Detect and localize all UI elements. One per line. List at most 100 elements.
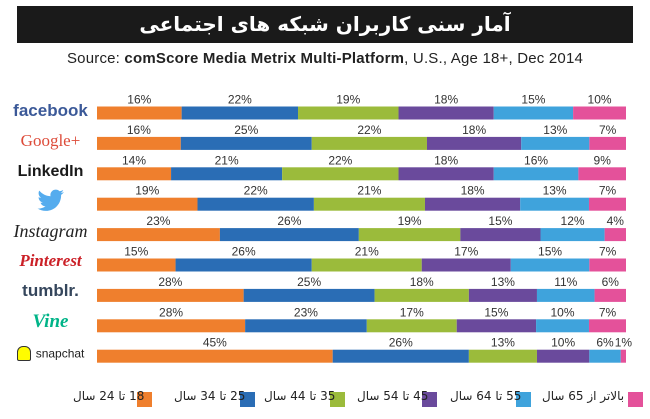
bar-segment: [521, 136, 590, 150]
bar-segment: [97, 167, 172, 181]
data-label: 15%: [488, 214, 512, 228]
bar-segment: [97, 106, 182, 120]
data-label: 13%: [491, 336, 515, 350]
bar-segment: [589, 258, 626, 272]
data-label: 26%: [232, 245, 256, 259]
subtitle-prefix: Source:: [66, 50, 125, 67]
instagram-logo-text: Instagram: [13, 221, 88, 241]
bar-segment: [311, 136, 427, 150]
bar-segment: [175, 258, 312, 272]
data-label: 21%: [357, 184, 381, 198]
data-label: 11%: [554, 275, 577, 289]
data-label: 15%: [124, 245, 148, 259]
bar-segment: [298, 106, 399, 120]
legend-swatch: [240, 392, 255, 407]
bar-segment: [468, 349, 537, 363]
data-label: 13%: [491, 275, 515, 289]
bar-segment: [460, 228, 541, 242]
data-label: 9%: [594, 153, 612, 167]
data-label: 6%: [602, 275, 620, 289]
bar-segment: [97, 319, 246, 333]
data-label: 10%: [551, 336, 575, 350]
data-label: 19%: [336, 93, 360, 107]
data-label: 45%: [203, 336, 227, 350]
chart-subtitle: Source: comScore Media Metrix Multi-Plat…: [0, 50, 650, 67]
data-label: 26%: [277, 214, 301, 228]
data-label: 7%: [599, 305, 617, 319]
data-label: 13%: [543, 184, 567, 198]
data-label: 12%: [561, 214, 585, 228]
twitter-bird-icon: [8, 189, 93, 215]
bar-segment: [493, 106, 574, 120]
bar-segment: [589, 349, 621, 363]
bar-segment: [426, 136, 522, 150]
bar-segment: [171, 167, 283, 181]
bar-segment: [536, 319, 589, 333]
bar-segment: [374, 288, 469, 302]
data-label: 28%: [158, 275, 182, 289]
bar-segment: [180, 136, 312, 150]
bar-segment: [398, 106, 494, 120]
legend-label: 55 تا 64 سال: [450, 389, 522, 403]
data-label: 7%: [599, 123, 617, 137]
data-label: 10%: [551, 305, 575, 319]
instagram-logo: Instagram: [8, 221, 93, 242]
data-label: 22%: [228, 93, 252, 107]
data-label: 14%: [122, 153, 146, 167]
data-label: 6%: [596, 336, 614, 350]
bar-segment: [589, 136, 626, 150]
bar-segment: [313, 197, 425, 211]
bar-segment: [468, 288, 537, 302]
pinterest-logo: Pinterest: [8, 251, 93, 271]
legend-label: 18 تا 24 سال: [73, 389, 145, 403]
data-label: 18%: [410, 275, 434, 289]
data-label: 17%: [454, 245, 478, 259]
bar-segment: [588, 197, 626, 211]
tumblr-logo: tumblr.: [8, 281, 93, 301]
data-label: 7%: [599, 245, 617, 259]
bar-segment: [536, 349, 590, 363]
linkedin-logo: LinkedIn: [8, 161, 93, 181]
data-label: 25%: [297, 275, 321, 289]
bar-segment: [358, 228, 461, 242]
data-label: 10%: [588, 93, 612, 107]
data-label: 23%: [294, 305, 318, 319]
data-label: 18%: [461, 184, 485, 198]
bar-segment: [573, 106, 626, 120]
legend-swatch: [330, 392, 345, 407]
data-label: 4%: [607, 214, 625, 228]
facebook-logo: facebook: [8, 101, 93, 121]
bar-segment: [243, 288, 375, 302]
data-label: 22%: [244, 184, 268, 198]
bar-segment: [536, 288, 595, 302]
bar-segment: [97, 288, 244, 302]
data-label: 17%: [400, 305, 424, 319]
title-bar: آمار سنی کاربران شبکه های اجتماعی: [17, 6, 633, 43]
bar-segment: [97, 197, 198, 211]
subtitle-source: comScore Media Metrix Multi-Platform: [124, 50, 405, 67]
bar-segment: [311, 258, 422, 272]
bar-segment: [366, 319, 457, 333]
legend-swatch: [422, 392, 437, 407]
legend-swatch: [516, 392, 531, 407]
data-label: 21%: [215, 153, 239, 167]
data-label: 22%: [357, 123, 381, 137]
data-label: 15%: [538, 245, 562, 259]
bar-segment: [578, 167, 626, 181]
data-label: 7%: [599, 184, 617, 198]
facebook-logo-text: facebook: [13, 101, 88, 120]
legend-label: بالاتر از 65 سال: [542, 389, 625, 403]
bar-segment: [588, 319, 626, 333]
bar-segment: [620, 349, 626, 363]
snapchat-ghost-icon: [16, 346, 31, 361]
bar-segment: [604, 228, 626, 242]
legend-label: 25 تا 34 سال: [174, 389, 246, 403]
data-label: 25%: [234, 123, 258, 137]
data-label: 18%: [434, 153, 458, 167]
legend-swatch: [628, 392, 643, 407]
chart-title: آمار سنی کاربران شبکه های اجتماعی: [139, 12, 511, 36]
bar-segment: [245, 319, 367, 333]
vine-logo-text: Vine: [32, 311, 69, 332]
bar-segment: [97, 258, 176, 272]
